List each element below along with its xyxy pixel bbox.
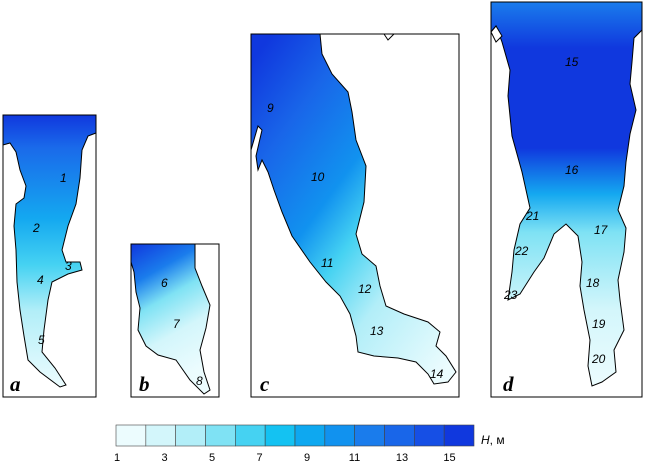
legend-tick-label: 15 (443, 452, 455, 464)
legend-swatch (175, 424, 206, 447)
depth-legend: 1 3 5 7 9 11 13 15 H, м (114, 424, 505, 464)
site-label: 2 (32, 221, 40, 235)
legend-swatch (115, 424, 147, 447)
site-label: 17 (594, 223, 609, 237)
panel-letter-b: b (139, 372, 150, 396)
site-label: 19 (592, 317, 606, 331)
lake-c (250, 33, 457, 385)
site-label: 14 (430, 367, 444, 381)
legend-swatch (264, 424, 296, 447)
legend-title-variable: H (481, 433, 490, 447)
site-label: 6 (161, 276, 168, 290)
site-label: 5 (38, 333, 45, 347)
site-label: 21 (525, 209, 539, 223)
legend-tick-label: 13 (396, 452, 408, 464)
site-label: 4 (37, 273, 44, 287)
legend-swatch (294, 424, 326, 447)
panel-d: 15 16 17 18 19 20 21 22 23 d (490, 1, 643, 398)
island-c (383, 33, 396, 41)
site-label: 7 (173, 317, 181, 331)
legend-tick-label: 7 (256, 452, 262, 464)
lake-d (490, 1, 643, 387)
site-labels-b: 6 7 8 (161, 276, 203, 388)
site-label: 8 (196, 374, 203, 388)
panel-a: 1 2 3 4 5 a (2, 114, 97, 398)
legend-title: H, м (481, 433, 505, 447)
site-labels-d: 15 16 17 18 19 20 21 22 23 (503, 55, 609, 366)
legend-swatch (205, 424, 236, 447)
legend-tick-label: 1 (114, 452, 120, 464)
site-label: 3 (65, 259, 72, 273)
legend-swatch (145, 424, 176, 447)
lake-a (2, 114, 97, 388)
site-label: 22 (514, 244, 529, 258)
legend-swatch (324, 424, 355, 447)
site-label: 12 (358, 282, 372, 296)
panel-b: 6 7 8 b (130, 243, 220, 398)
legend-swatch (384, 424, 415, 447)
legend-swatch (354, 424, 385, 447)
site-label: 18 (586, 276, 600, 290)
legend-tick-label: 9 (304, 452, 310, 464)
site-label: 11 (321, 256, 333, 270)
panel-c: 9 10 11 12 13 14 c (250, 33, 460, 398)
legend-tick-label: 3 (161, 452, 167, 464)
site-label: 10 (311, 170, 325, 184)
site-labels-a: 1 2 3 4 5 (32, 171, 72, 347)
panel-c-frame (250, 33, 460, 398)
legend-title-unit: , м (490, 433, 505, 447)
panel-letter-d: d (503, 372, 514, 396)
site-label: 20 (591, 352, 606, 366)
panel-letter-c: c (260, 372, 270, 396)
lake-b (130, 243, 211, 395)
legend-tick-label: 11 (349, 452, 360, 464)
site-label: 16 (565, 163, 579, 177)
legend-tick-labels: 1 3 5 7 9 11 13 15 (114, 452, 456, 464)
site-label: 15 (565, 55, 579, 69)
legend-swatch (414, 424, 445, 447)
island-d (490, 25, 503, 43)
legend-swatch (443, 424, 475, 447)
legend-swatch (235, 424, 266, 447)
legend-swatches (115, 424, 475, 447)
panel-letter-a: a (10, 372, 21, 396)
legend-tick-label: 5 (209, 452, 215, 464)
site-labels-c: 9 10 11 12 13 14 (267, 101, 444, 381)
site-label: 23 (503, 288, 518, 302)
site-label: 1 (60, 171, 67, 185)
site-label: 9 (267, 101, 274, 115)
site-label: 13 (370, 324, 384, 338)
